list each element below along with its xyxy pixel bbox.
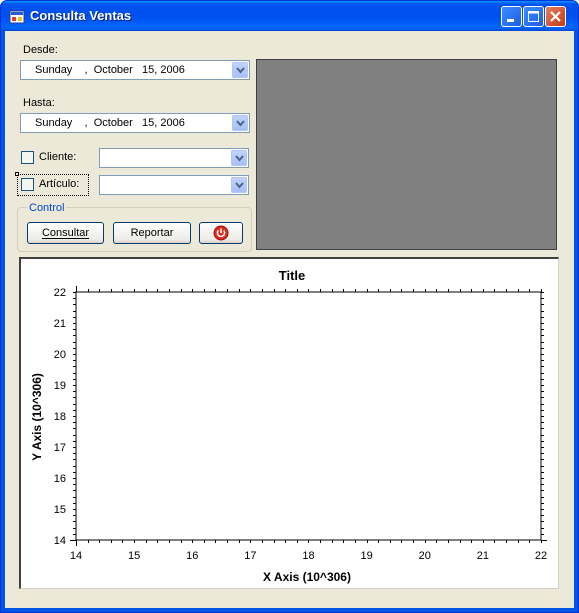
x-axis-label: X Axis (10^306) xyxy=(263,570,351,584)
maximize-icon xyxy=(528,11,539,22)
x-tick-label: 20 xyxy=(419,550,431,562)
hasta-label: Hasta: xyxy=(23,97,55,109)
close-icon xyxy=(550,11,561,22)
preview-panel xyxy=(256,59,557,250)
y-axis-label: Y Axis (10^306) xyxy=(30,373,44,461)
minimize-button[interactable] xyxy=(501,6,522,27)
y-tick-label: 22 xyxy=(54,287,66,299)
power-icon xyxy=(213,225,229,241)
x-tick-label: 16 xyxy=(186,550,198,562)
consultar-label: Consultar xyxy=(41,227,90,239)
cliente-dropdown-button[interactable] xyxy=(231,150,247,166)
articulo-combo[interactable] xyxy=(99,175,249,195)
y-tick-label: 14 xyxy=(54,535,66,547)
x-tick-label: 14 xyxy=(70,550,82,562)
chart-svg: Title X Axis (10^306) Y Axis (10^306) 14… xyxy=(30,268,547,584)
minimize-icon xyxy=(507,19,514,22)
y-tick-label: 16 xyxy=(54,473,66,485)
control-groupbox xyxy=(17,207,252,252)
maximize-button[interactable] xyxy=(523,6,544,27)
reportar-label: Reportar xyxy=(130,227,174,239)
hasta-date-picker[interactable]: Sunday , October 15, 2006 xyxy=(20,113,250,133)
y-tick-label: 17 xyxy=(54,442,66,454)
desde-dropdown-button[interactable] xyxy=(232,62,248,78)
desde-date-picker[interactable]: Sunday , October 15, 2006 xyxy=(20,60,250,80)
articulo-checkbox[interactable] xyxy=(21,178,34,191)
cliente-combo[interactable] xyxy=(99,148,249,168)
x-tick-label: 17 xyxy=(244,550,256,562)
consultar-button[interactable]: Consultar xyxy=(27,222,104,244)
hasta-dropdown-button[interactable] xyxy=(232,115,248,131)
reportar-button[interactable]: Reportar xyxy=(113,222,191,244)
hasta-date-value: Sunday , October 15, 2006 xyxy=(35,117,185,129)
chevron-down-icon xyxy=(235,182,244,189)
articulo-focus-rect xyxy=(17,174,89,196)
x-tick-label: 21 xyxy=(477,550,489,562)
title-bar[interactable]: Consulta Ventas xyxy=(1,1,578,31)
y-tick-label: 15 xyxy=(54,504,66,516)
chevron-down-icon xyxy=(235,155,244,162)
desde-date-value: Sunday , October 15, 2006 xyxy=(35,64,185,76)
power-button[interactable] xyxy=(199,222,243,244)
y-tick-label: 20 xyxy=(54,349,66,361)
cliente-checkbox[interactable] xyxy=(21,151,34,164)
y-tick-label: 19 xyxy=(54,380,66,392)
y-tick-label: 18 xyxy=(54,411,66,423)
x-tick-label: 15 xyxy=(128,550,140,562)
chevron-down-icon xyxy=(236,67,245,74)
articulo-label: Artículo: xyxy=(39,178,80,190)
control-group-title: Control xyxy=(27,202,67,214)
x-tick-label: 22 xyxy=(535,550,547,562)
chart-title: Title xyxy=(279,268,306,283)
chart-panel: Title X Axis (10^306) Y Axis (10^306) 14… xyxy=(19,257,559,589)
form-body: Desde: Sunday , October 15, 2006 Hasta: … xyxy=(5,31,574,608)
tick-marks: 14 15 16 17 18 19 20 21 22 14 15 16 17 18 19 20 21 22 xyxy=(54,286,547,562)
window-title: Consulta Ventas xyxy=(30,8,132,23)
y-tick-label: 21 xyxy=(54,318,66,330)
desde-label: Desde: xyxy=(23,44,58,56)
app-icon xyxy=(9,10,25,24)
plot-area xyxy=(75,291,542,541)
articulo-dropdown-button[interactable] xyxy=(231,177,247,193)
x-tick-label: 19 xyxy=(361,550,373,562)
cliente-label: Cliente: xyxy=(39,151,77,163)
chevron-down-icon xyxy=(236,120,245,127)
selection-handle xyxy=(15,172,19,176)
x-tick-label: 18 xyxy=(302,550,314,562)
close-button[interactable] xyxy=(545,6,566,27)
